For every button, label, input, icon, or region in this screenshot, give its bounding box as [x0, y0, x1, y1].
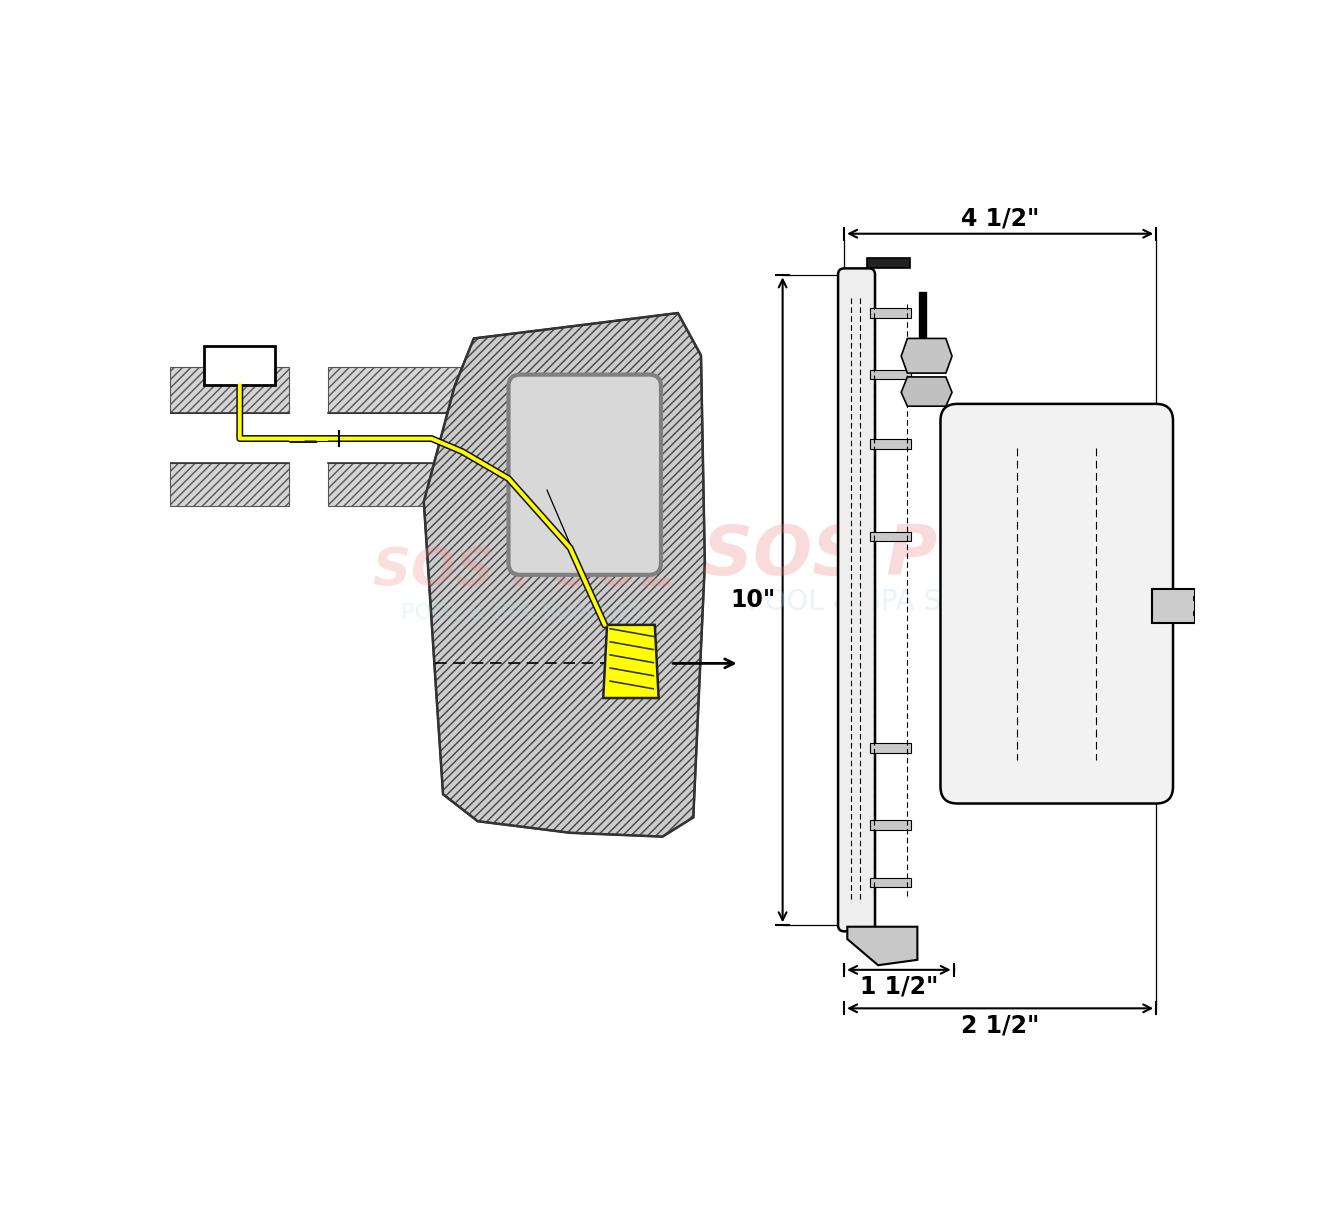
Text: POOL & SPA SUPPLIES: POOL & SPA SUPPLIES	[748, 587, 1054, 616]
Bar	[870, 744, 912, 752]
Text: 2 1/2": 2 1/2"	[961, 1013, 1040, 1037]
Text: 1 1/2": 1 1/2"	[860, 975, 938, 999]
Polygon shape	[327, 463, 496, 505]
Text: 4 1/2": 4 1/2"	[961, 206, 1040, 230]
Bar	[205, 347, 276, 385]
Bar	[870, 439, 912, 449]
FancyBboxPatch shape	[839, 268, 874, 932]
Bar	[1153, 589, 1194, 623]
Polygon shape	[327, 367, 496, 413]
Polygon shape	[603, 624, 659, 698]
Bar	[870, 879, 912, 887]
Polygon shape	[901, 377, 952, 407]
Polygon shape	[848, 927, 917, 965]
Bar	[870, 532, 912, 541]
Polygon shape	[170, 367, 289, 413]
Bar	[870, 821, 912, 830]
Bar	[870, 308, 912, 317]
Text: SOS POOL: SOS POOL	[703, 522, 1099, 589]
Text: SOS POOL: SOS POOL	[373, 544, 675, 597]
Polygon shape	[170, 463, 289, 505]
Text: POOL & SPA SUPPLIES: POOL & SPA SUPPLIES	[402, 603, 647, 623]
Bar	[868, 258, 909, 268]
Text: 10": 10"	[731, 587, 776, 612]
Polygon shape	[423, 313, 705, 837]
Bar	[870, 370, 912, 380]
FancyBboxPatch shape	[941, 404, 1173, 804]
FancyBboxPatch shape	[508, 375, 662, 575]
Polygon shape	[901, 338, 952, 374]
